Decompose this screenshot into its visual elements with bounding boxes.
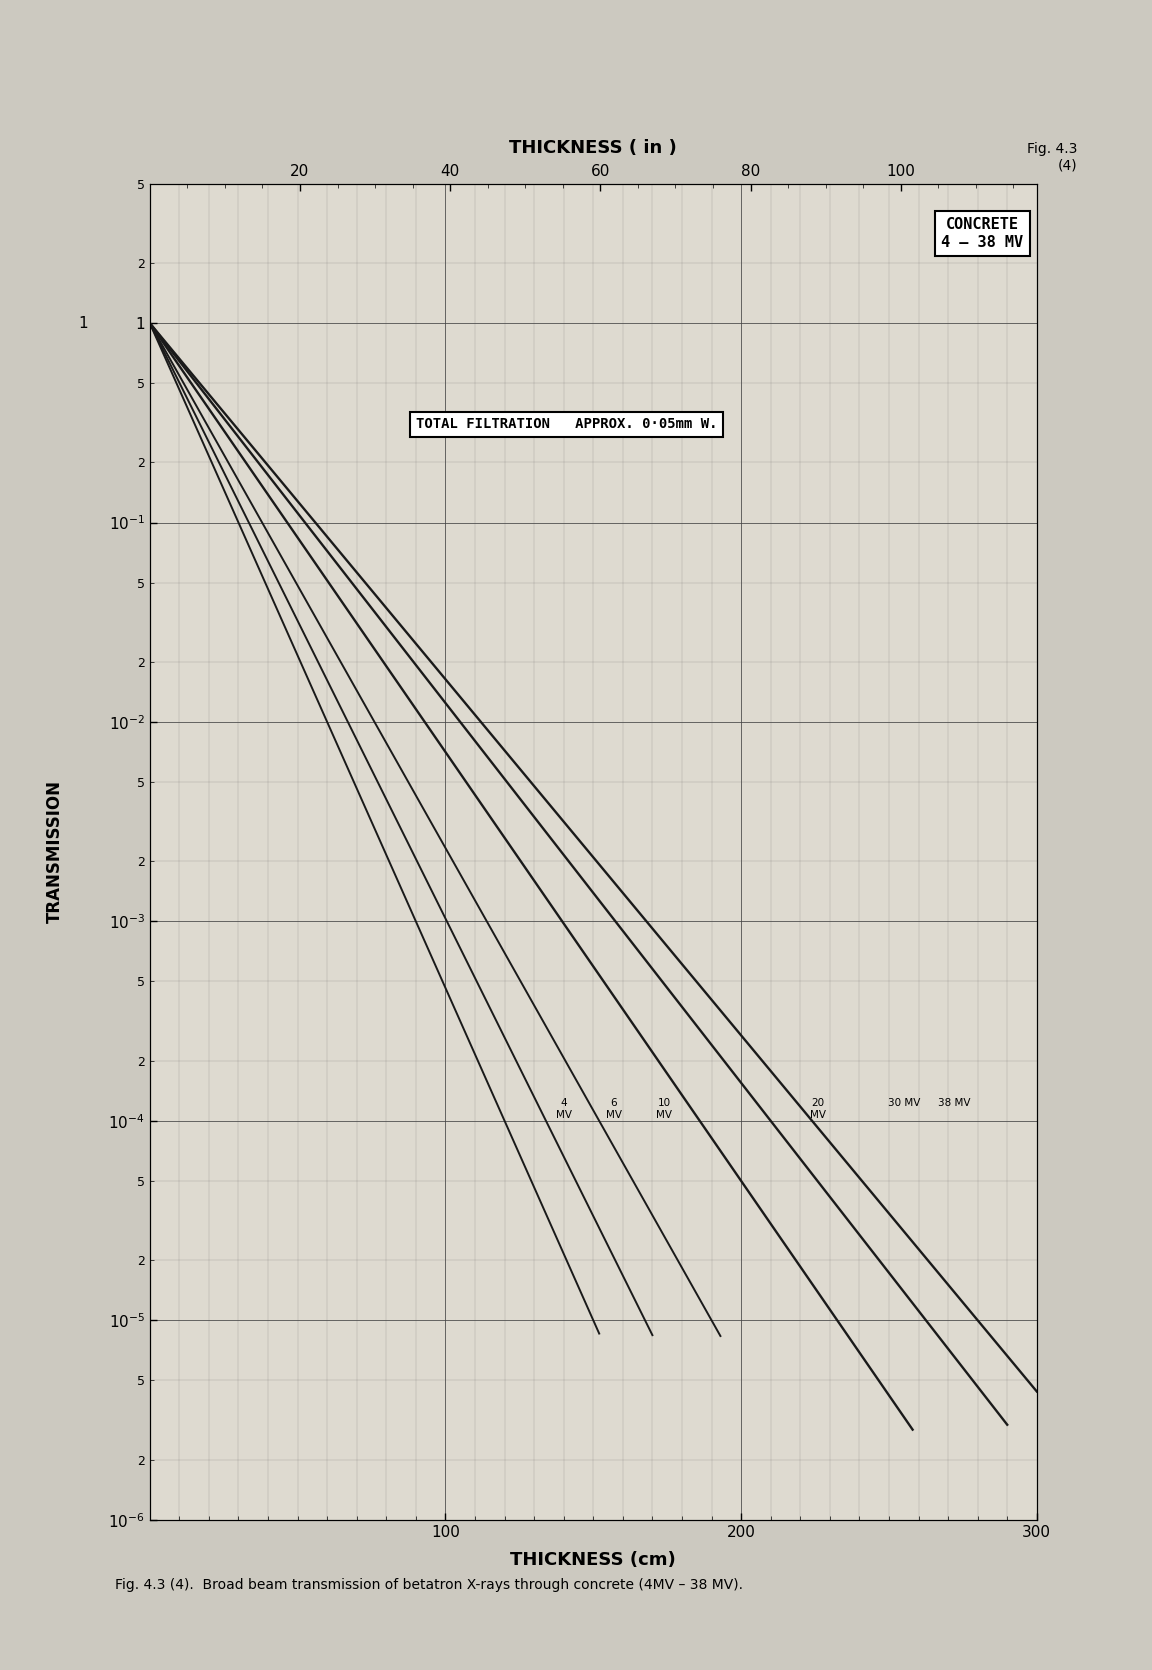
Text: 20
MV: 20 MV — [810, 1099, 826, 1119]
X-axis label: THICKNESS (cm): THICKNESS (cm) — [510, 1551, 676, 1568]
Text: 1: 1 — [78, 316, 88, 331]
Text: Fig. 4.3
(4): Fig. 4.3 (4) — [1026, 142, 1077, 172]
Text: 6
MV: 6 MV — [606, 1099, 622, 1119]
Text: Fig. 4.3 (4).  Broad beam transmission of betatron X-rays through concrete (4MV : Fig. 4.3 (4). Broad beam transmission of… — [115, 1578, 743, 1592]
Text: 38 MV: 38 MV — [938, 1099, 970, 1109]
Y-axis label: TRANSMISSION: TRANSMISSION — [46, 780, 63, 924]
Text: TOTAL FILTRATION   APPROX. 0·05mm W.: TOTAL FILTRATION APPROX. 0·05mm W. — [416, 418, 718, 431]
Text: 30 MV: 30 MV — [887, 1099, 920, 1109]
Text: 10
MV: 10 MV — [657, 1099, 673, 1119]
Text: CONCRETE
4 – 38 MV: CONCRETE 4 – 38 MV — [941, 217, 1023, 249]
X-axis label: THICKNESS ( in ): THICKNESS ( in ) — [509, 139, 677, 157]
Text: 4
MV: 4 MV — [555, 1099, 571, 1119]
